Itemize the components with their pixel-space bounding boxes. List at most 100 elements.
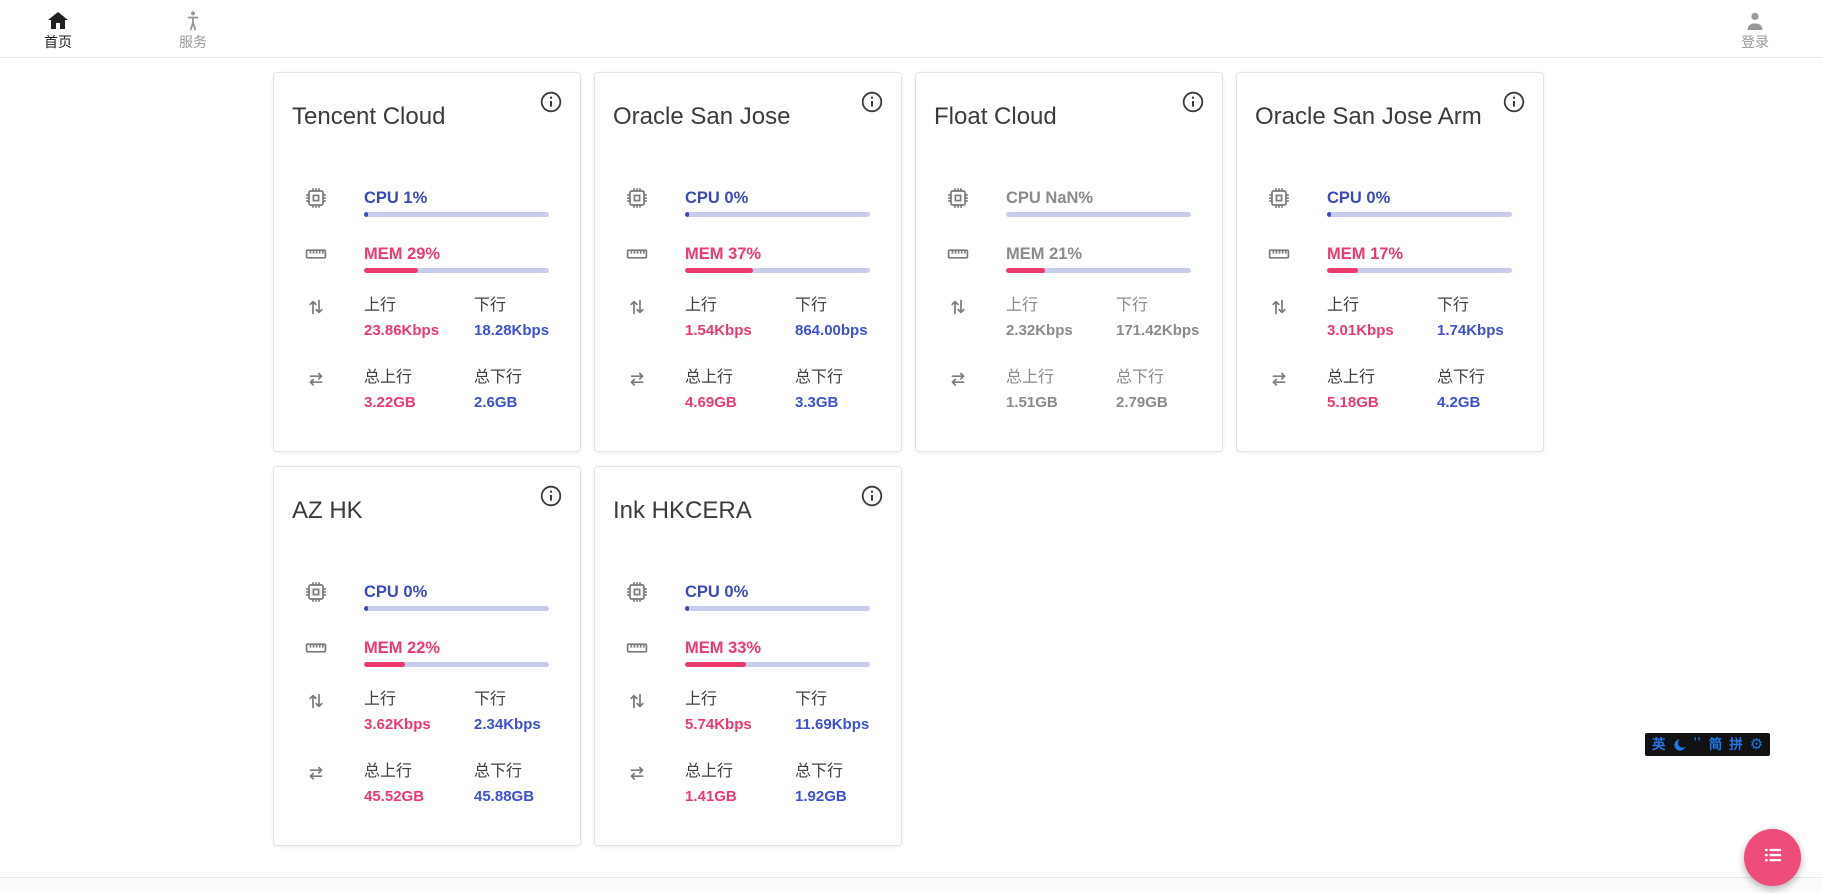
upload-value: 5.74Kbps [685,716,752,733]
upload-value: 2.32Kbps [1006,322,1073,339]
ime-status-bar: 英 ’’ 简 拼 ⚙ [1645,733,1771,756]
total-upload-label: 总上行 [364,763,413,780]
info-icon[interactable] [539,90,563,114]
memory-ruler-icon [625,242,649,266]
total-download-value: 1.92GB [795,788,847,805]
total-upload-label: 总上行 [1006,369,1055,386]
server-name: Tencent Cloud [292,103,446,130]
cpu-progress-bar [685,606,870,611]
swap-horizontal-icon [1267,367,1291,391]
upload-label: 上行 [685,691,718,708]
cpu-chip-icon [625,186,649,210]
server-name: Oracle San Jose Arm [1255,103,1482,130]
server-list-fab[interactable] [1744,829,1801,886]
total-download-value: 3.3GB [795,394,839,411]
mem-usage-label: MEM 17% [1327,245,1404,263]
cpu-usage-label: CPU 1% [364,189,428,207]
download-label: 下行 [474,297,507,314]
total-upload-label: 总上行 [364,369,413,386]
info-icon[interactable] [1181,90,1205,114]
server-name: Oracle San Jose [613,103,791,130]
ime-simplified-toggle[interactable]: 简 [1708,737,1723,752]
total-download-label: 总下行 [1116,369,1165,386]
upload-label: 上行 [685,297,718,314]
total-download-value: 2.6GB [474,394,518,411]
total-upload-value: 45.52GB [364,788,425,805]
mem-usage-label: MEM 29% [364,245,441,263]
up-down-arrows-icon [304,295,328,319]
info-icon[interactable] [860,484,884,508]
total-download-label: 总下行 [795,763,844,780]
swap-horizontal-icon [304,367,328,391]
upload-value: 23.86Kbps [364,322,440,339]
nav-item-services[interactable]: 服务 [151,7,235,50]
download-label: 下行 [1437,297,1470,314]
swap-horizontal-icon [625,761,649,785]
total-download-label: 总下行 [474,763,523,780]
upload-label: 上行 [1006,297,1039,314]
download-value: 1.74Kbps [1437,322,1504,339]
download-value: 2.34Kbps [474,716,541,733]
total-download-value: 4.2GB [1437,394,1481,411]
server-name: Ink HKCERA [613,497,752,524]
nav-item-label: 服务 [179,34,207,50]
mem-progress-bar [364,268,549,273]
ime-pinyin-toggle[interactable]: 拼 [1729,737,1743,752]
cpu-progress-bar [1006,212,1191,217]
total-upload-value: 4.69GB [685,394,737,411]
server-card: Float Cloud CPU NaN% MEM 21% [915,72,1223,452]
upload-value: 3.62Kbps [364,716,431,733]
total-download-label: 总下行 [474,369,523,386]
info-icon[interactable] [1502,90,1526,114]
mem-usage-label: MEM 21% [1006,245,1083,263]
nav-item-label: 登录 [1741,34,1769,50]
nav-item-label: 首页 [44,34,72,50]
cpu-progress-bar [364,212,549,217]
server-name: AZ HK [292,497,363,524]
mem-usage-label: MEM 22% [364,639,441,657]
memory-ruler-icon [1267,242,1291,266]
mem-progress-bar [1327,268,1512,273]
download-value: 171.42Kbps [1116,322,1200,339]
up-down-arrows-icon [625,295,649,319]
up-down-arrows-icon [946,295,970,319]
cpu-usage-label: CPU 0% [685,583,749,601]
up-down-arrows-icon [1267,295,1291,319]
upload-label: 上行 [1327,297,1360,314]
total-upload-value: 3.22GB [364,394,416,411]
nav-item-login[interactable]: 登录 [1713,7,1797,50]
download-value: 18.28Kbps [474,322,550,339]
nav-item-home[interactable]: 首页 [16,7,100,50]
server-card: AZ HK CPU 0% MEM 22% [273,466,581,846]
cpu-chip-icon [1267,186,1291,210]
info-icon[interactable] [539,484,563,508]
server-card: Ink HKCERA CPU 0% MEM 33% [594,466,902,846]
total-upload-label: 总上行 [685,763,734,780]
total-download-label: 总下行 [795,369,844,386]
ime-punctuation-toggle[interactable]: ’’ [1693,734,1702,749]
total-upload-value: 1.41GB [685,788,737,805]
download-value: 11.69Kbps [795,716,870,733]
memory-ruler-icon [946,242,970,266]
up-down-arrows-icon [304,689,328,713]
top-nav: 首页 服务 登录 [0,0,1822,58]
ime-english-toggle[interactable]: 英 [1652,737,1666,752]
memory-ruler-icon [304,242,328,266]
server-card: Oracle San Jose CPU 0% MEM 37% [594,72,902,452]
mem-usage-label: MEM 37% [685,245,762,263]
download-value: 864.00bps [795,322,868,339]
mem-progress-bar [685,662,870,667]
info-icon[interactable] [860,90,884,114]
mem-progress-bar [685,268,870,273]
cpu-chip-icon [304,186,328,210]
gear-icon[interactable]: ⚙ [1749,736,1764,753]
server-card: Tencent Cloud CPU 1% MEM 29% [273,72,581,452]
memory-ruler-icon [625,636,649,660]
upload-value: 1.54Kbps [685,322,752,339]
cpu-chip-icon [625,580,649,604]
moon-icon[interactable] [1673,737,1687,752]
cpu-progress-bar [364,606,549,611]
footer-divider [0,877,1822,893]
cpu-usage-label: CPU NaN% [1006,189,1094,207]
server-name: Float Cloud [934,103,1057,130]
